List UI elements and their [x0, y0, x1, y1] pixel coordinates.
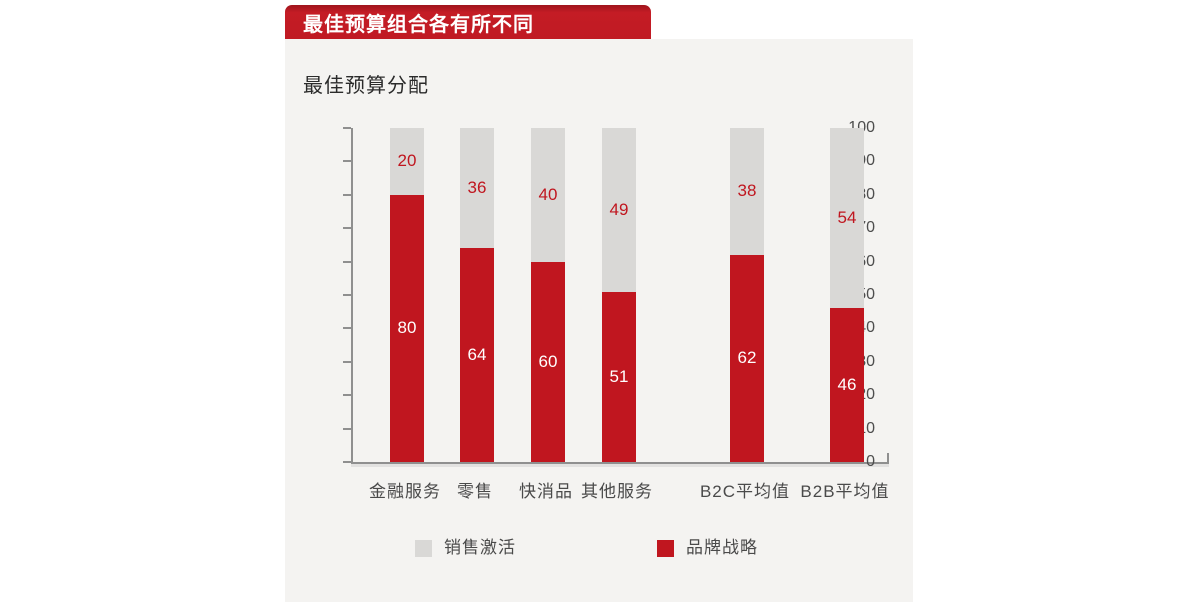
y-tick [343, 360, 351, 363]
stacked-bar-2: 36 64 [460, 128, 494, 462]
legend-swatch [415, 539, 432, 557]
stacked-bar-6: 54 46 [830, 128, 864, 462]
y-tick [343, 193, 351, 196]
legend-swatch [657, 539, 674, 557]
x-axis-label-4: 其他服务 [581, 482, 653, 501]
x-axis-label-6: B2B平均值 [800, 482, 890, 501]
stacked-bar-1: 20 80 [390, 128, 424, 462]
x-axis-label-2: 零售 [457, 482, 493, 501]
segment-brand-strategy: 46 [830, 308, 864, 462]
segment-brand-strategy: 80 [390, 194, 424, 462]
y-tick [343, 327, 351, 330]
y-tick-label: 0 [866, 453, 875, 470]
segment-sales-activation: 36 [460, 128, 494, 249]
x-axis-label-5: B2C平均值 [699, 482, 791, 501]
x-axis-label-3: 快消品 [519, 482, 573, 501]
x-axis-end-tick [887, 453, 889, 462]
legend-label: 销售激活 [444, 538, 516, 557]
legend-label: 品牌战略 [686, 538, 758, 557]
segment-brand-strategy: 64 [460, 248, 494, 462]
legend-item-1: 销售激活 [415, 539, 516, 557]
plot-area: 0102030405060708090100208036644060495138… [343, 120, 889, 470]
chart-title: 最佳预算分配 [303, 75, 429, 97]
y-tick [343, 294, 351, 296]
segment-brand-strategy: 51 [602, 291, 636, 462]
banner-title: 最佳预算组合各有所不同 [303, 13, 534, 36]
y-tick [343, 160, 351, 163]
segment-sales-activation: 20 [390, 128, 424, 195]
y-tick [343, 227, 351, 230]
x-axis-label-1: 金融服务 [369, 482, 441, 501]
y-tick [343, 394, 351, 397]
legend-item-2: 品牌战略 [657, 539, 758, 557]
header-banner: 最佳预算组合各有所不同 [285, 5, 651, 39]
y-tick [343, 427, 351, 430]
segment-brand-strategy: 60 [531, 261, 565, 462]
segment-sales-activation: 38 [730, 128, 764, 255]
stacked-bar-5: 38 62 [730, 128, 764, 462]
segment-brand-strategy: 62 [730, 254, 764, 462]
segment-sales-activation: 49 [602, 128, 636, 292]
stacked-bar-3: 40 60 [531, 128, 565, 462]
x-axis-labels: 金融服务 零售 快消品 其他服务 B2C平均值 B2B平均值 [351, 477, 889, 501]
segment-sales-activation: 40 [531, 128, 565, 262]
y-tick [343, 461, 351, 463]
chart-panel: 最佳预算分配 010203040506070809010020803664406… [285, 39, 913, 602]
stacked-bar-4: 49 51 [602, 128, 636, 462]
legend: 销售激活 品牌战略 [285, 539, 913, 561]
y-tick [343, 127, 351, 129]
y-tick [343, 260, 351, 263]
segment-sales-activation: 54 [830, 128, 864, 309]
